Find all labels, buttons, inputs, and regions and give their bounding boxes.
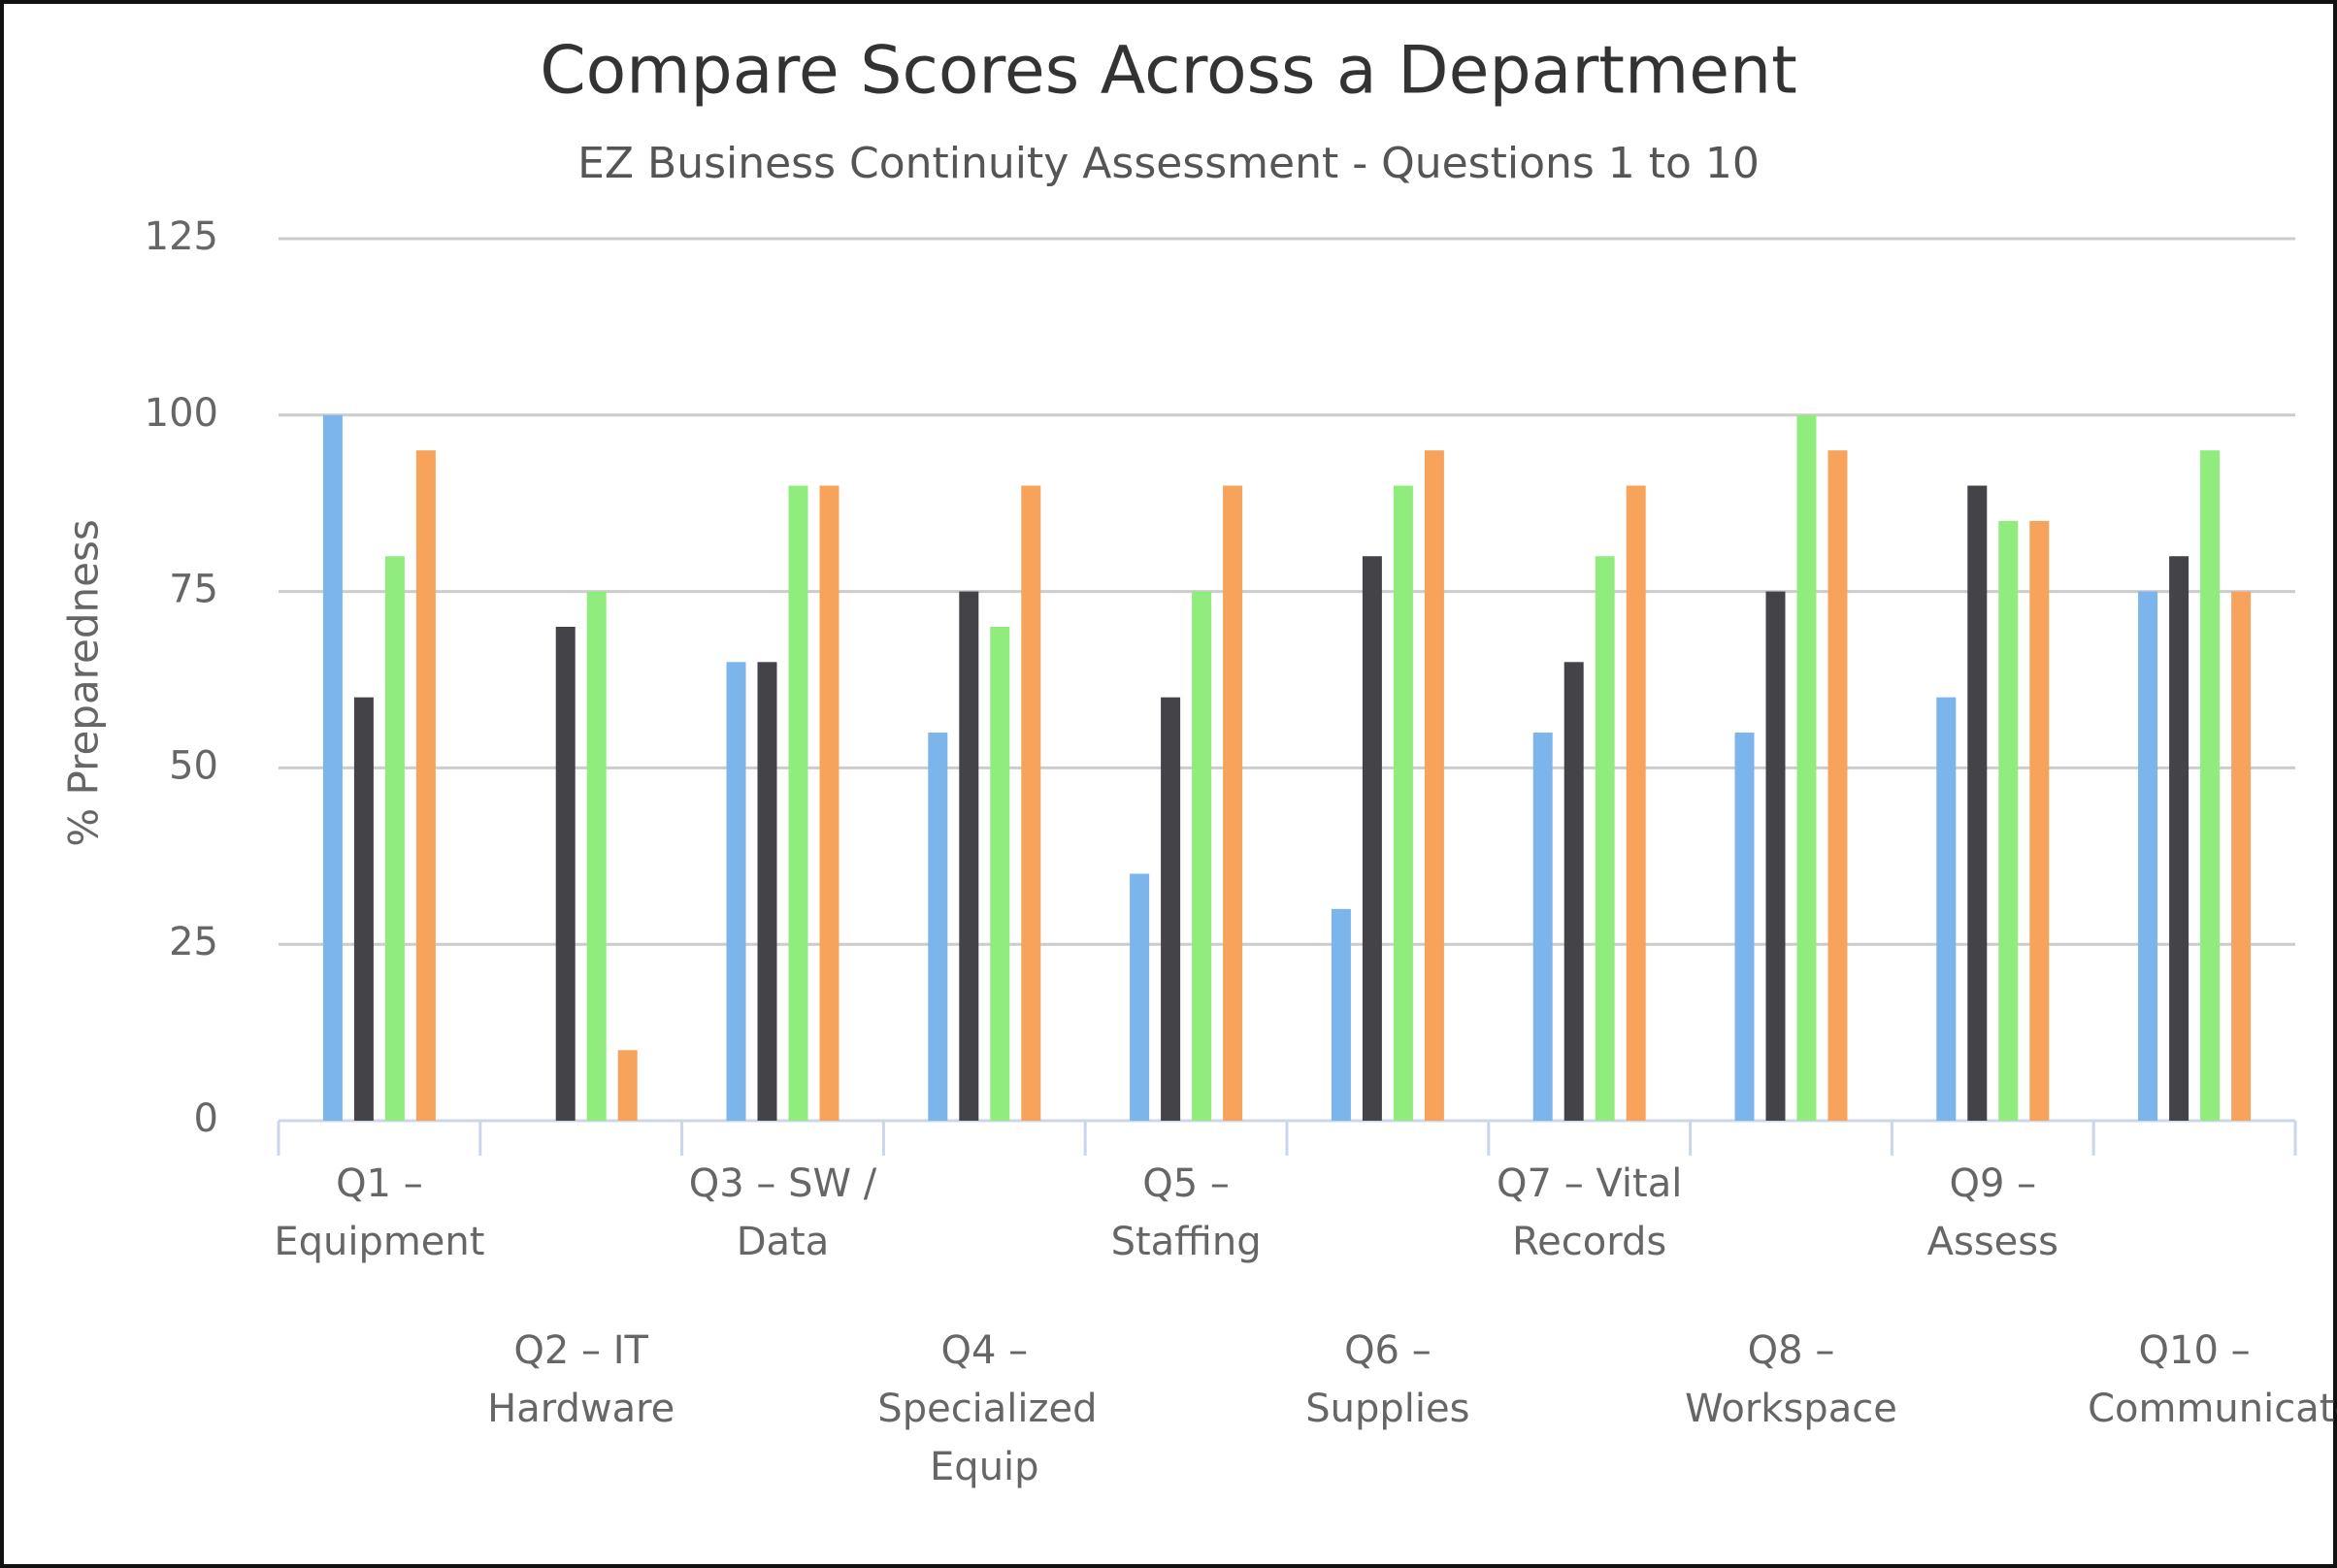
- bar: [1161, 697, 1181, 1121]
- x-tick-label: Q1 – Equipment: [274, 1161, 485, 1264]
- x-tick-label: Q7 – Vital Records: [1497, 1161, 1683, 1264]
- chart-title: Compare Scores Across a Department: [540, 33, 1797, 110]
- bar: [322, 414, 343, 1121]
- bar: [1130, 873, 1150, 1121]
- x-tick-label: Q5 – Staffing: [1110, 1161, 1262, 1264]
- bar: [819, 485, 839, 1121]
- bar: [1424, 450, 1444, 1121]
- bar: [788, 485, 808, 1121]
- y-tick-label: 50: [169, 743, 218, 788]
- bar: [2231, 591, 2252, 1121]
- x-tick-label: Q8 – Workspace: [1685, 1328, 1897, 1431]
- bar: [1595, 556, 1615, 1121]
- bar: [586, 591, 607, 1121]
- y-axis-label: % Preparedness: [60, 519, 108, 847]
- x-tick-label: Q6 – Supplies: [1305, 1328, 1470, 1431]
- bar: [2138, 591, 2158, 1121]
- bar: [1967, 485, 1988, 1121]
- bar: [1827, 450, 1848, 1121]
- bar: [2029, 520, 2050, 1121]
- bar: [555, 626, 576, 1121]
- bar: [1223, 485, 1243, 1121]
- bar: [928, 733, 948, 1121]
- bar: [1532, 733, 1553, 1121]
- bar: [353, 697, 374, 1121]
- y-tick-label: 100: [145, 391, 218, 436]
- bar: [2200, 450, 2221, 1121]
- bar: [384, 556, 405, 1121]
- bar: [1626, 485, 1646, 1121]
- chart-subtitle: EZ Business Continuity Assessment - Ques…: [577, 139, 1760, 188]
- bar: [1393, 485, 1413, 1121]
- bar: [1734, 733, 1755, 1121]
- bar: [990, 626, 1010, 1121]
- bar: [757, 662, 777, 1121]
- y-tick-label: 0: [194, 1096, 218, 1141]
- x-tick-label: Q2 – IT Hardware: [487, 1328, 675, 1431]
- x-tick-label: Q4 – Specialized Equip: [877, 1328, 1098, 1489]
- bar: [1192, 591, 1212, 1121]
- y-tick-label: 75: [169, 568, 218, 612]
- bar: [1998, 520, 2019, 1121]
- x-tick-label: Q9 – Assess: [1926, 1161, 2058, 1264]
- y-tick-label: 25: [169, 920, 218, 964]
- bar: [415, 450, 436, 1121]
- bar: [959, 591, 979, 1121]
- bar: [1021, 485, 1041, 1121]
- bar: [1936, 697, 1957, 1121]
- x-tick-label: Q3 – SW / Data: [688, 1161, 877, 1264]
- bar: [2169, 556, 2189, 1121]
- bar: [1563, 662, 1584, 1121]
- y-tick-label: 125: [145, 214, 218, 259]
- bar: [1362, 556, 1382, 1121]
- bar: [1765, 591, 1786, 1121]
- bar: [1331, 908, 1351, 1121]
- bar: [726, 662, 746, 1121]
- bar: [1796, 414, 1817, 1121]
- x-tick-label: Q10 – Communicate: [2088, 1328, 2337, 1431]
- bar: [617, 1050, 638, 1121]
